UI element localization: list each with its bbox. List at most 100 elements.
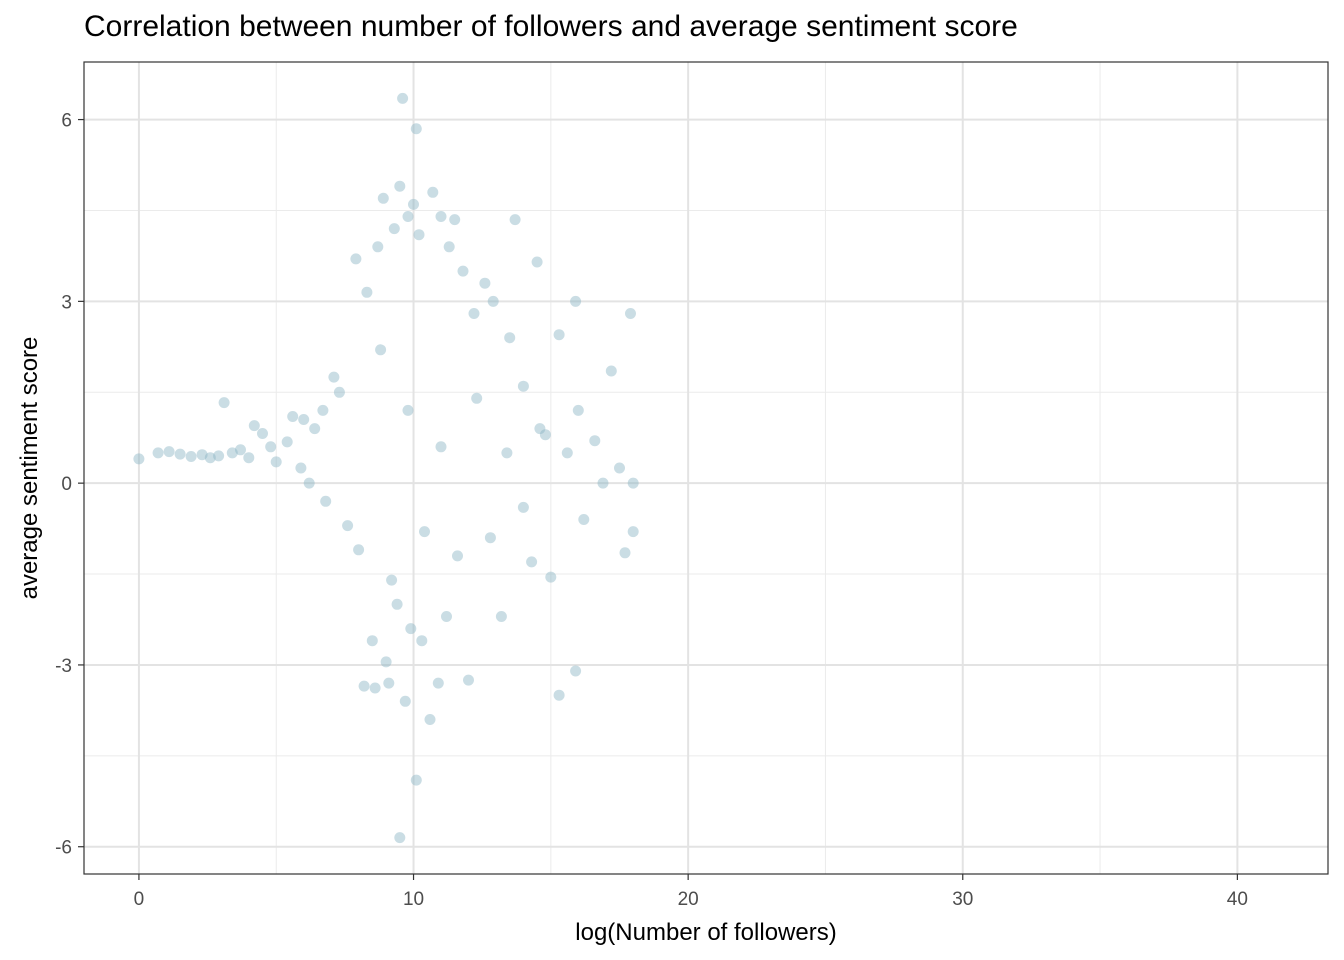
data-point xyxy=(413,229,425,241)
y-tick-label: -6 xyxy=(55,838,72,859)
data-point xyxy=(553,329,565,341)
data-point xyxy=(303,477,315,489)
data-point xyxy=(504,332,516,344)
data-point xyxy=(526,556,538,568)
data-point xyxy=(358,680,370,692)
data-point xyxy=(495,611,507,622)
data-point xyxy=(218,397,230,409)
data-point xyxy=(449,214,461,226)
x-tick-label: 40 xyxy=(1227,889,1248,910)
data-point xyxy=(204,452,216,464)
data-point xyxy=(405,623,417,635)
data-point xyxy=(597,477,609,489)
data-point xyxy=(402,404,414,416)
data-point xyxy=(539,429,551,441)
data-point xyxy=(517,380,529,392)
data-point xyxy=(452,550,463,562)
data-point xyxy=(402,211,414,222)
data-point xyxy=(361,286,373,298)
data-point xyxy=(394,180,406,192)
x-axis: 0 10 20 30 40 xyxy=(134,874,1248,910)
data-point xyxy=(424,714,436,725)
data-point xyxy=(174,448,186,460)
data-point xyxy=(410,774,422,786)
data-point xyxy=(270,456,282,468)
chart-title: Correlation between number of followers … xyxy=(84,10,1018,43)
data-point xyxy=(432,677,444,689)
plot-panel-background xyxy=(84,62,1328,874)
data-point xyxy=(468,308,480,319)
data-point xyxy=(383,677,395,689)
data-point xyxy=(372,241,384,253)
data-point xyxy=(435,211,447,222)
data-point xyxy=(471,392,483,404)
data-point xyxy=(435,441,447,453)
data-point xyxy=(366,635,378,647)
data-point xyxy=(388,223,400,235)
data-point xyxy=(163,446,175,458)
data-point xyxy=(484,532,496,544)
data-point xyxy=(257,428,268,439)
data-point xyxy=(408,198,419,210)
data-point xyxy=(570,665,582,677)
data-point xyxy=(213,450,225,462)
data-point xyxy=(627,526,639,538)
data-point xyxy=(479,277,491,289)
data-point xyxy=(298,414,310,425)
data-point xyxy=(152,447,164,459)
data-point xyxy=(457,265,469,277)
y-axis-label: average sentiment score xyxy=(16,337,43,600)
data-point xyxy=(328,371,340,383)
data-point xyxy=(320,495,332,507)
data-point xyxy=(625,308,636,319)
x-tick-label: 20 xyxy=(678,889,699,910)
data-point xyxy=(534,423,546,435)
data-point xyxy=(572,404,584,416)
y-tick-label: -3 xyxy=(55,656,72,677)
data-point xyxy=(553,689,565,701)
y-tick-label: 6 xyxy=(61,111,72,132)
data-point xyxy=(350,253,362,265)
data-point xyxy=(375,344,387,356)
data-points xyxy=(133,92,639,844)
data-point xyxy=(614,462,625,474)
y-tick-label: 3 xyxy=(61,292,72,313)
data-point xyxy=(295,462,307,474)
data-point xyxy=(243,452,255,464)
data-point xyxy=(487,295,499,307)
data-point xyxy=(248,420,260,432)
data-point xyxy=(333,386,345,398)
data-point xyxy=(342,520,354,532)
data-point xyxy=(463,674,474,686)
data-point xyxy=(386,574,398,586)
x-axis-label: log(Number of followers) xyxy=(575,919,836,946)
data-point xyxy=(619,547,631,559)
data-point xyxy=(309,423,321,435)
data-point xyxy=(265,441,277,453)
data-point xyxy=(427,186,439,198)
data-point xyxy=(399,695,411,707)
data-point xyxy=(410,123,422,135)
data-point xyxy=(196,449,208,461)
data-point xyxy=(443,241,455,253)
data-point xyxy=(377,192,389,204)
data-point xyxy=(570,295,582,307)
y-tick-label: 0 xyxy=(61,474,72,495)
data-point xyxy=(441,611,452,622)
data-point xyxy=(353,544,365,556)
data-point xyxy=(509,214,521,226)
data-point xyxy=(235,444,246,456)
data-point xyxy=(133,453,145,465)
data-point xyxy=(226,447,238,459)
data-point xyxy=(589,435,601,447)
data-point xyxy=(419,526,430,538)
x-tick-label: 0 xyxy=(134,889,145,910)
data-point xyxy=(317,404,329,416)
data-point xyxy=(517,501,529,513)
x-tick-label: 30 xyxy=(952,889,973,910)
data-point xyxy=(391,598,403,610)
data-point xyxy=(627,477,639,489)
data-point xyxy=(287,411,299,422)
plot-panel-border xyxy=(83,61,1329,875)
